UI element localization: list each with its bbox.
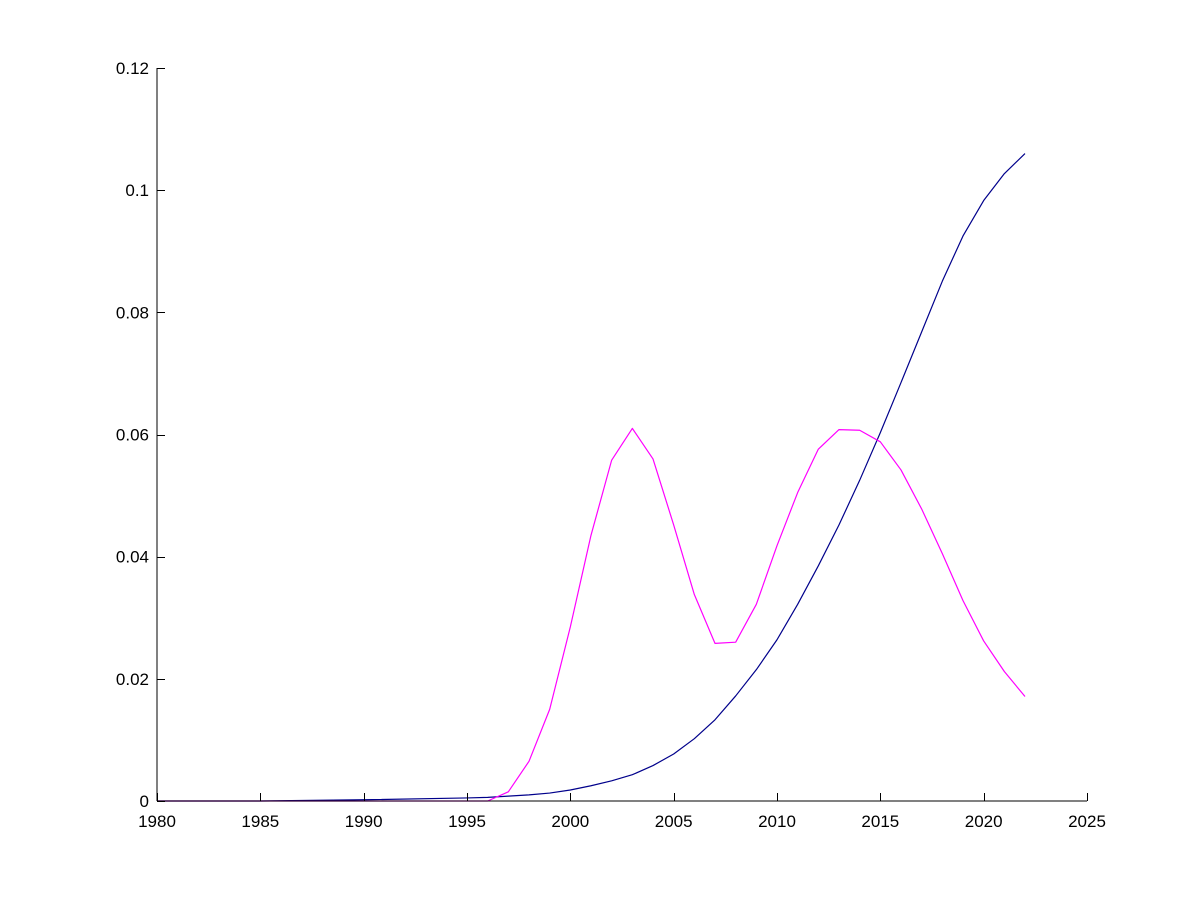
x-tick-label: 2000	[551, 812, 589, 831]
y-tick-label: 0.04	[116, 548, 149, 567]
x-tick-label: 2005	[655, 812, 693, 831]
series-line-2	[157, 427, 1026, 802]
x-tick-label: 2015	[861, 812, 899, 831]
y-tick-label: 0.02	[116, 670, 149, 689]
y-tick-label: 0.12	[116, 59, 149, 78]
plot-area	[157, 153, 1026, 802]
x-tick-label: 1980	[138, 812, 176, 831]
x-axis-ticks: 1980 1985 1990 1995 2000 2005 2010 2015 2020 2025	[138, 793, 1106, 831]
y-tick-label: 0	[140, 792, 149, 811]
y-axis-ticks: 0 0.02 0.04 0.06 0.08 0.1 0.12	[116, 59, 165, 811]
x-tick-label: 1985	[241, 812, 279, 831]
y-tick-label: 0.06	[116, 426, 149, 445]
x-tick-label: 2025	[1068, 812, 1106, 831]
x-tick-label: 1995	[448, 812, 486, 831]
x-tick-label: 2010	[758, 812, 796, 831]
y-tick-label: 0.1	[125, 181, 149, 200]
series-line-1	[157, 153, 1026, 802]
x-tick-label: 1990	[345, 812, 383, 831]
x-tick-label: 2020	[965, 812, 1003, 831]
y-tick-label: 0.08	[116, 303, 149, 322]
